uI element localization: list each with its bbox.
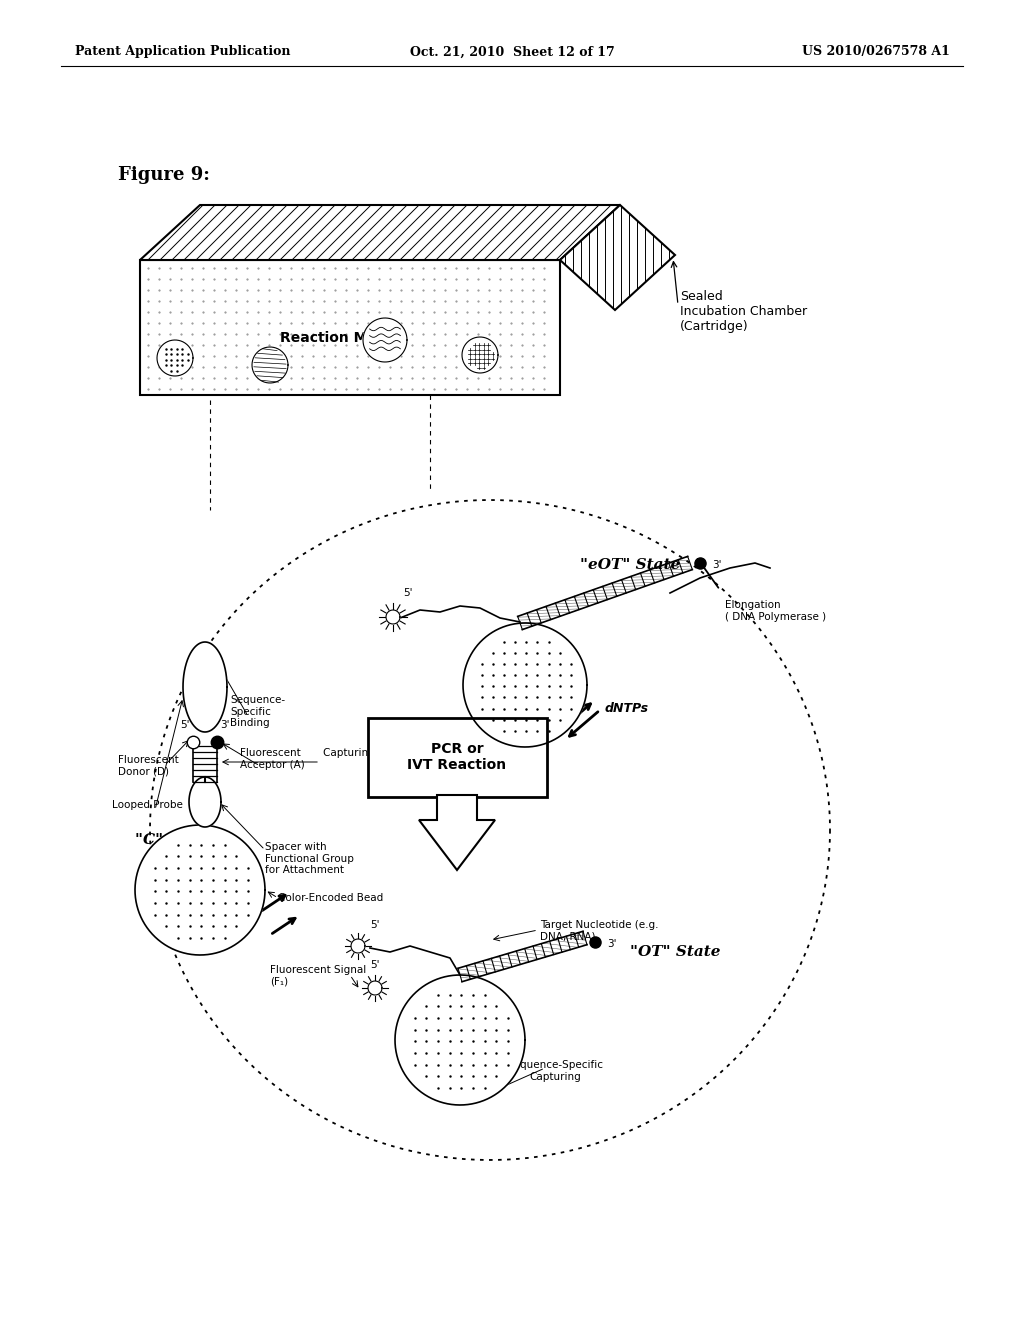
Text: 3': 3' — [712, 560, 722, 570]
Text: PCR or
IVT Reaction: PCR or IVT Reaction — [408, 742, 507, 772]
Text: Figure 9:: Figure 9: — [118, 166, 210, 183]
Polygon shape — [140, 205, 620, 260]
Text: 3': 3' — [220, 719, 229, 730]
Text: Oct. 21, 2010  Sheet 12 of 17: Oct. 21, 2010 Sheet 12 of 17 — [410, 45, 614, 58]
Text: 5': 5' — [403, 587, 413, 598]
Text: dNTPs: dNTPs — [605, 701, 649, 714]
Text: Fluorescent Signal
(F₁): Fluorescent Signal (F₁) — [270, 965, 367, 986]
Text: Sequence-Specific
Capturing: Sequence-Specific Capturing — [507, 1060, 603, 1081]
Text: Patent Application Publication: Patent Application Publication — [75, 45, 291, 58]
Text: Sealed
Incubation Chamber
(Cartridge): Sealed Incubation Chamber (Cartridge) — [680, 290, 807, 333]
Text: "eOT" State: "eOT" State — [580, 558, 680, 572]
Text: US 2010/0267578 A1: US 2010/0267578 A1 — [802, 45, 950, 58]
Polygon shape — [395, 975, 525, 1105]
Polygon shape — [463, 623, 587, 747]
Polygon shape — [252, 347, 288, 383]
Polygon shape — [183, 642, 227, 733]
Polygon shape — [189, 777, 221, 828]
Text: Fluorescent
Donor (D): Fluorescent Donor (D) — [118, 755, 179, 776]
Polygon shape — [157, 341, 193, 376]
Polygon shape — [462, 337, 498, 374]
Text: Target Nucleotide (e.g.
DNA, RNA): Target Nucleotide (e.g. DNA, RNA) — [540, 920, 658, 941]
Text: F₁: F₁ — [493, 630, 503, 640]
Polygon shape — [560, 205, 675, 310]
Polygon shape — [419, 795, 495, 870]
Text: Color-Encoded Bead: Color-Encoded Bead — [278, 894, 383, 903]
Text: Spacer with
Functional Group
for Attachment: Spacer with Functional Group for Attachm… — [265, 842, 354, 875]
Text: Reaction Mix: Reaction Mix — [280, 331, 381, 345]
Text: 5': 5' — [371, 920, 380, 931]
Polygon shape — [140, 260, 560, 395]
Text: 3': 3' — [607, 939, 616, 949]
Polygon shape — [362, 318, 407, 362]
Text: 5': 5' — [180, 719, 190, 730]
Polygon shape — [351, 939, 365, 953]
Text: Fluorescent
Acceptor (A): Fluorescent Acceptor (A) — [240, 748, 305, 770]
Text: "OT" State: "OT" State — [630, 945, 721, 960]
Polygon shape — [135, 825, 265, 954]
Text: "C" State: "C" State — [135, 833, 213, 847]
Polygon shape — [368, 981, 382, 995]
Polygon shape — [386, 610, 400, 624]
Text: 5': 5' — [371, 960, 380, 970]
Text: Sequence-
Specific
Binding: Sequence- Specific Binding — [230, 696, 285, 729]
Text: Looped Probe: Looped Probe — [112, 800, 183, 810]
Text: Capturing Sequence: Capturing Sequence — [323, 748, 429, 758]
FancyBboxPatch shape — [368, 718, 547, 797]
Text: Elongation
( DNA Polymerase ): Elongation ( DNA Polymerase ) — [725, 601, 826, 622]
